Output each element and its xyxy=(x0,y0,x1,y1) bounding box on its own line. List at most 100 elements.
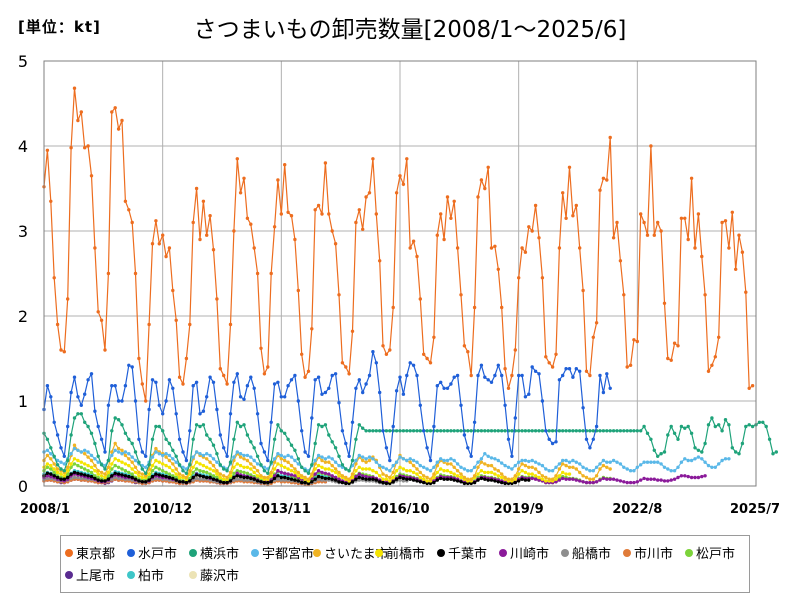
data-point xyxy=(374,460,378,464)
data-point xyxy=(103,479,107,483)
data-point xyxy=(618,479,623,483)
data-point xyxy=(523,429,528,433)
data-point xyxy=(130,475,134,480)
data-point xyxy=(530,476,534,481)
data-point xyxy=(649,437,653,441)
data-point xyxy=(283,475,287,480)
y-tick-label: 4 xyxy=(18,137,28,156)
data-point xyxy=(513,477,517,481)
data-point xyxy=(584,369,589,373)
data-point xyxy=(316,453,321,458)
data-point xyxy=(452,458,456,463)
data-point xyxy=(398,375,402,379)
data-point xyxy=(618,462,623,466)
data-point xyxy=(218,463,222,467)
data-point xyxy=(83,452,87,456)
data-point xyxy=(218,472,222,476)
data-point xyxy=(279,212,283,216)
data-point xyxy=(161,474,165,478)
data-point xyxy=(228,470,233,475)
data-point xyxy=(205,233,209,237)
data-point xyxy=(276,380,280,384)
data-point xyxy=(106,458,111,463)
data-point xyxy=(194,467,199,471)
data-point xyxy=(181,474,185,478)
data-point xyxy=(672,431,677,435)
data-point xyxy=(483,462,487,466)
data-point xyxy=(367,477,372,481)
data-point xyxy=(506,386,511,390)
data-point xyxy=(83,146,87,150)
data-point xyxy=(645,431,650,435)
data-point xyxy=(177,472,182,476)
data-point xyxy=(72,375,77,379)
data-point xyxy=(167,475,172,480)
data-point xyxy=(174,318,178,322)
data-point xyxy=(557,462,562,466)
data-point xyxy=(249,440,253,444)
data-point xyxy=(384,446,389,450)
data-point xyxy=(506,437,511,441)
data-point xyxy=(62,474,66,478)
data-point xyxy=(584,480,589,485)
series-7 xyxy=(42,470,531,486)
data-point xyxy=(188,463,192,467)
data-point xyxy=(198,474,202,478)
data-point xyxy=(598,462,602,466)
data-point xyxy=(235,420,239,424)
data-point xyxy=(272,467,277,471)
data-point xyxy=(618,259,623,263)
data-point xyxy=(211,469,216,473)
data-point xyxy=(52,420,56,424)
data-point xyxy=(89,431,94,435)
data-point xyxy=(652,460,656,464)
data-point xyxy=(550,469,555,473)
data-point xyxy=(62,469,66,473)
data-point xyxy=(296,470,300,475)
data-point xyxy=(245,471,250,475)
data-point xyxy=(198,424,202,429)
line-chart: 0 1 2 3 4 5 2008/1 2010/12 2013/11 2016/10 2019/9… xyxy=(18,52,780,517)
data-point xyxy=(561,470,565,475)
data-point xyxy=(310,472,314,476)
data-point xyxy=(466,469,470,473)
data-point xyxy=(388,475,392,480)
data-point xyxy=(483,477,487,481)
data-point xyxy=(642,476,646,481)
data-point xyxy=(272,476,277,481)
data-point xyxy=(310,327,314,331)
data-point xyxy=(344,467,348,471)
data-point xyxy=(76,118,80,123)
data-point xyxy=(740,441,745,446)
series-2 xyxy=(42,350,612,463)
data-point xyxy=(605,460,609,464)
data-point xyxy=(571,375,575,379)
data-point xyxy=(649,460,653,464)
data-point xyxy=(639,478,643,482)
data-point xyxy=(513,416,517,420)
data-point xyxy=(625,429,629,433)
data-point xyxy=(45,448,50,452)
data-point xyxy=(238,455,243,459)
data-point xyxy=(157,452,161,456)
data-point xyxy=(289,477,294,481)
legend-label: 東京都 xyxy=(76,547,116,562)
data-point xyxy=(605,465,609,469)
data-point xyxy=(266,475,270,480)
data-point xyxy=(76,463,80,468)
data-point xyxy=(398,429,402,433)
data-point xyxy=(144,465,148,469)
data-point xyxy=(171,288,175,293)
data-point xyxy=(486,378,490,382)
data-point xyxy=(45,453,50,458)
data-point xyxy=(445,477,450,481)
data-point xyxy=(459,403,463,407)
data-point xyxy=(500,305,504,310)
data-point xyxy=(120,473,124,477)
data-point xyxy=(211,457,216,461)
data-point xyxy=(544,355,548,359)
data-point xyxy=(330,474,334,478)
data-point xyxy=(276,452,280,456)
data-point xyxy=(45,476,50,481)
data-point xyxy=(357,478,361,482)
